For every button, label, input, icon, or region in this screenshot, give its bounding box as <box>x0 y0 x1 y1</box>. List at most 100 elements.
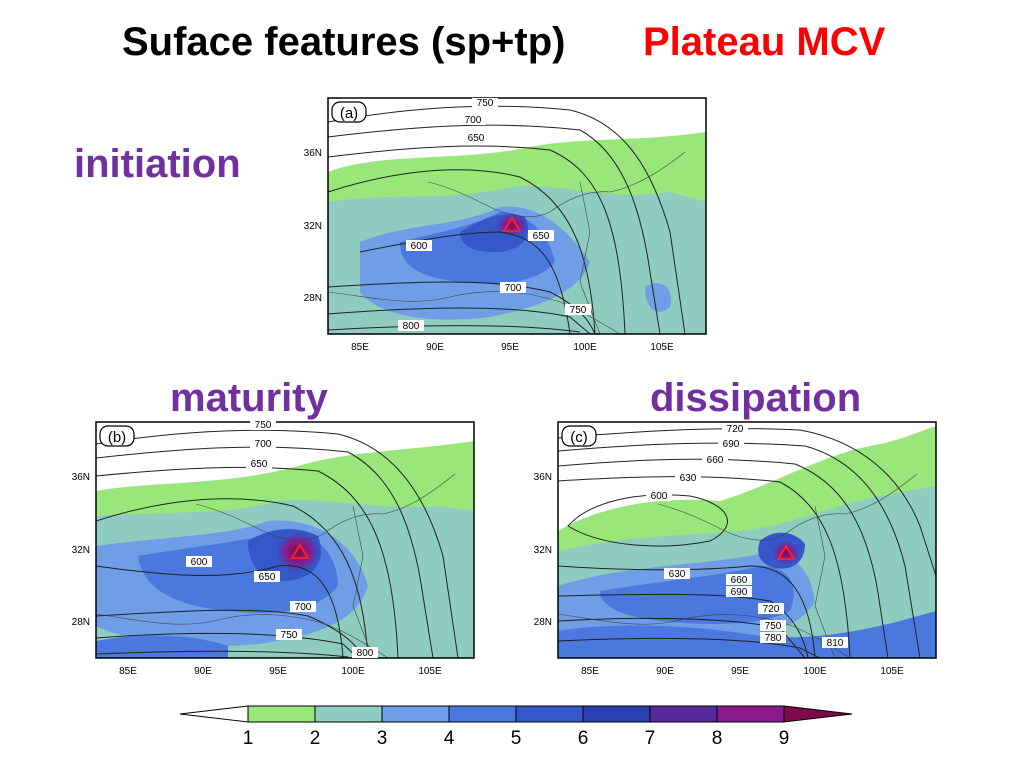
panel-letter-a <box>331 101 367 123</box>
svg-text:95E: 95E <box>269 666 287 677</box>
colorbar-box <box>247 705 316 723</box>
colorbar-labels: 1 2 3 4 5 6 7 8 9 <box>243 728 790 749</box>
colorbar-label: 6 <box>578 728 589 749</box>
svg-text:90E: 90E <box>194 666 212 677</box>
colorbar-label: 2 <box>310 728 321 749</box>
svg-text:700: 700 <box>505 283 522 294</box>
borders-c <box>558 473 918 658</box>
colorbar-label: 8 <box>712 728 723 749</box>
stage-label-dissipation: dissipation <box>650 376 862 420</box>
colorbar-box <box>716 705 785 723</box>
colorbar-box <box>448 705 517 723</box>
contour-labels-a: 750 700 650 600 650 700 750 800 <box>398 98 591 332</box>
svg-text:100E: 100E <box>803 666 827 677</box>
svg-text:650: 650 <box>533 231 550 242</box>
svg-text:105E: 105E <box>650 342 674 353</box>
svg-text:630: 630 <box>680 473 697 484</box>
svg-text:650: 650 <box>251 459 268 470</box>
svg-text:36N: 36N <box>304 148 322 159</box>
svg-text:100E: 100E <box>573 342 597 353</box>
colorbar-box <box>515 705 584 723</box>
colorbar-label: 7 <box>645 728 656 749</box>
map-panel-a: (a) 750 700 650 600 650 700 750 800 36N … <box>304 97 707 353</box>
svg-text:36N: 36N <box>534 472 552 483</box>
panel-letter-c-text: (c) <box>570 429 588 446</box>
svg-text:85E: 85E <box>351 342 369 353</box>
svg-text:700: 700 <box>255 439 272 450</box>
x-tick-labels-a: 85E 90E 95E 100E 105E <box>351 342 674 353</box>
precip-field-a <box>328 98 706 334</box>
svg-text:600: 600 <box>411 241 428 252</box>
svg-text:85E: 85E <box>119 666 137 677</box>
svg-text:660: 660 <box>731 575 748 586</box>
svg-text:28N: 28N <box>304 293 322 304</box>
panel-letter-c <box>561 425 597 447</box>
map-panel-b: (b) 750 700 650 600 650 700 750 800 36N … <box>72 420 475 677</box>
svg-text:36N: 36N <box>72 472 90 483</box>
colorbar-label: 4 <box>444 728 455 749</box>
stage-label-initiation: initiation <box>74 142 241 186</box>
svg-text:630: 630 <box>669 569 686 580</box>
stage-label-maturity: maturity <box>170 376 328 420</box>
svg-text:90E: 90E <box>426 342 444 353</box>
map-panel-c: (c) 720 690 660 630 600 630 660 690 720 … <box>534 421 937 677</box>
svg-text:95E: 95E <box>501 342 519 353</box>
colorbar-box <box>649 705 718 723</box>
svg-text:690: 690 <box>731 587 748 598</box>
y-tick-labels-c: 36N 32N 28N <box>534 472 552 628</box>
svg-text:105E: 105E <box>880 666 904 677</box>
svg-text:28N: 28N <box>534 617 552 628</box>
svg-text:90E: 90E <box>656 666 674 677</box>
y-tick-labels-b: 36N 32N 28N <box>72 472 90 628</box>
colorbar-label: 3 <box>377 728 388 749</box>
colorbar-box <box>381 705 450 723</box>
svg-text:660: 660 <box>707 455 724 466</box>
svg-text:720: 720 <box>727 424 744 435</box>
panel-letter-b-text: (b) <box>108 429 126 446</box>
svg-text:32N: 32N <box>534 545 552 556</box>
y-tick-labels-a: 36N 32N 28N <box>304 148 322 304</box>
svg-text:750: 750 <box>570 305 587 316</box>
svg-text:700: 700 <box>295 602 312 613</box>
svg-text:650: 650 <box>468 133 485 144</box>
colorbar-boxes <box>180 705 853 723</box>
colorbar-label: 9 <box>779 728 790 749</box>
svg-text:750: 750 <box>477 98 494 109</box>
colorbar-box <box>314 705 383 723</box>
panel-letter-b <box>99 425 135 447</box>
colorbar-high-end <box>783 705 853 723</box>
svg-text:780: 780 <box>765 633 782 644</box>
svg-text:600: 600 <box>191 557 208 568</box>
svg-text:95E: 95E <box>731 666 749 677</box>
colorbar-label: 1 <box>243 728 254 749</box>
svg-text:105E: 105E <box>418 666 442 677</box>
colorbar-label: 5 <box>511 728 522 749</box>
mcv-center-marker-b <box>290 543 310 559</box>
svg-text:32N: 32N <box>304 221 322 232</box>
svg-text:800: 800 <box>357 648 374 659</box>
precip-colorbar: 1 2 3 4 5 6 7 8 9 <box>180 705 853 749</box>
svg-text:85E: 85E <box>581 666 599 677</box>
svg-text:750: 750 <box>765 621 782 632</box>
svg-text:700: 700 <box>465 115 482 126</box>
mcv-center-marker-a <box>502 216 522 232</box>
mcv-center-marker-c <box>776 544 796 560</box>
contour-labels-b: 750 700 650 600 650 700 750 800 <box>186 420 378 659</box>
svg-text:600: 600 <box>651 491 668 502</box>
colorbar-box <box>582 705 651 723</box>
svg-text:720: 720 <box>763 604 780 615</box>
colorbar-low-end <box>180 705 249 723</box>
pressure-contours-b <box>96 429 459 658</box>
svg-text:28N: 28N <box>72 617 90 628</box>
svg-text:810: 810 <box>827 638 844 649</box>
svg-text:100E: 100E <box>341 666 365 677</box>
borders-b <box>96 473 456 658</box>
page-subtitle: Plateau MCV <box>643 20 886 64</box>
panel-letter-a-text: (a) <box>340 105 358 122</box>
svg-text:800: 800 <box>403 321 420 332</box>
x-tick-labels-c: 85E 90E 95E 100E 105E <box>581 666 904 677</box>
svg-text:750: 750 <box>281 630 298 641</box>
x-tick-labels-b: 85E 90E 95E 100E 105E <box>119 666 442 677</box>
contour-labels-c: 720 690 660 630 600 630 660 690 720 750 … <box>646 424 848 649</box>
page-title: Suface features (sp+tp) <box>122 20 566 64</box>
